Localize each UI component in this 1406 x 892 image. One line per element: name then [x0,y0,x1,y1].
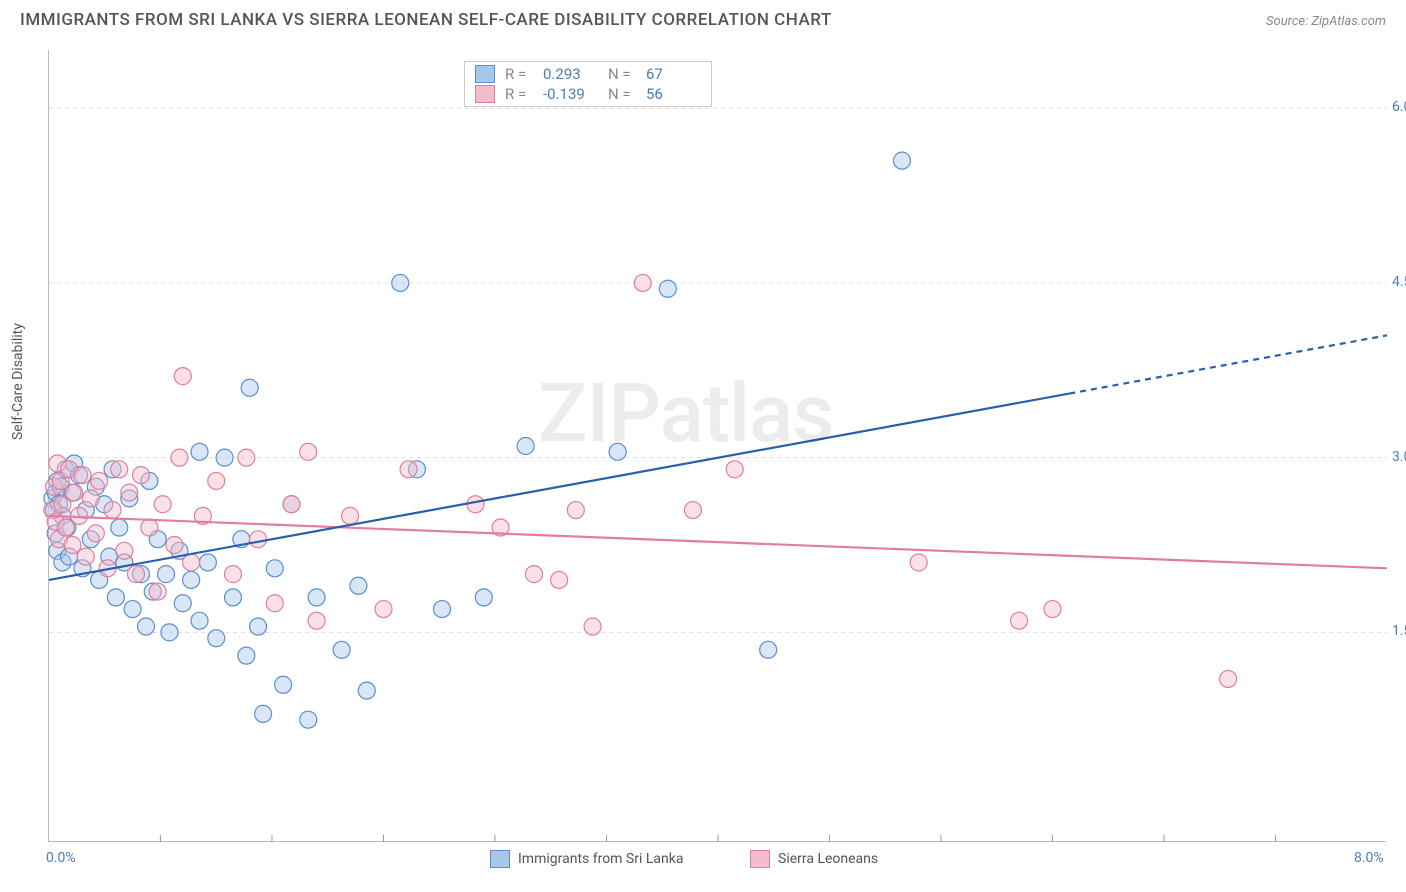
chart-svg [49,50,1386,841]
y-tick-label: 6.0% [1392,99,1406,115]
series-legend-item: Immigrants from Sri Lanka [490,850,683,868]
series-legend-item: Sierra Leoneans [750,850,878,868]
legend-swatch [475,85,495,103]
series-label: Immigrants from Sri Lanka [518,851,683,867]
x-tick-label: 0.0% [46,850,76,866]
stat-r-value: -0.139 [543,85,598,103]
legend-swatch [750,850,770,868]
legend-swatch [490,850,510,868]
stat-legend-row: R = 0.293 N = 67 [465,64,711,84]
legend-swatch [475,65,495,83]
y-tick-label: 4.5% [1392,274,1406,290]
y-axis-label: Self-Care Disability [10,323,26,440]
series-label: Sierra Leoneans [778,851,878,867]
plot-area: ZIPatlas [48,50,1386,842]
stat-n-value: 56 [646,85,701,103]
x-tick-label: 8.0% [1354,850,1384,866]
stat-label: N = [608,65,636,83]
stat-n-value: 67 [646,65,701,83]
stat-legend: R = 0.293 N = 67 R = -0.139 N = 56 [464,61,712,107]
y-tick-label: 3.0% [1392,449,1406,465]
source-attribution: Source: ZipAtlas.com [1266,14,1386,29]
stat-r-value: 0.293 [543,65,598,83]
stat-legend-row: R = -0.139 N = 56 [465,84,711,104]
stat-label: R = [505,65,533,83]
chart-title: IMMIGRANTS FROM SRI LANKA VS SIERRA LEON… [20,10,832,30]
stat-label: R = [505,85,533,103]
stat-label: N = [608,85,636,103]
y-tick-label: 1.5% [1392,623,1406,639]
